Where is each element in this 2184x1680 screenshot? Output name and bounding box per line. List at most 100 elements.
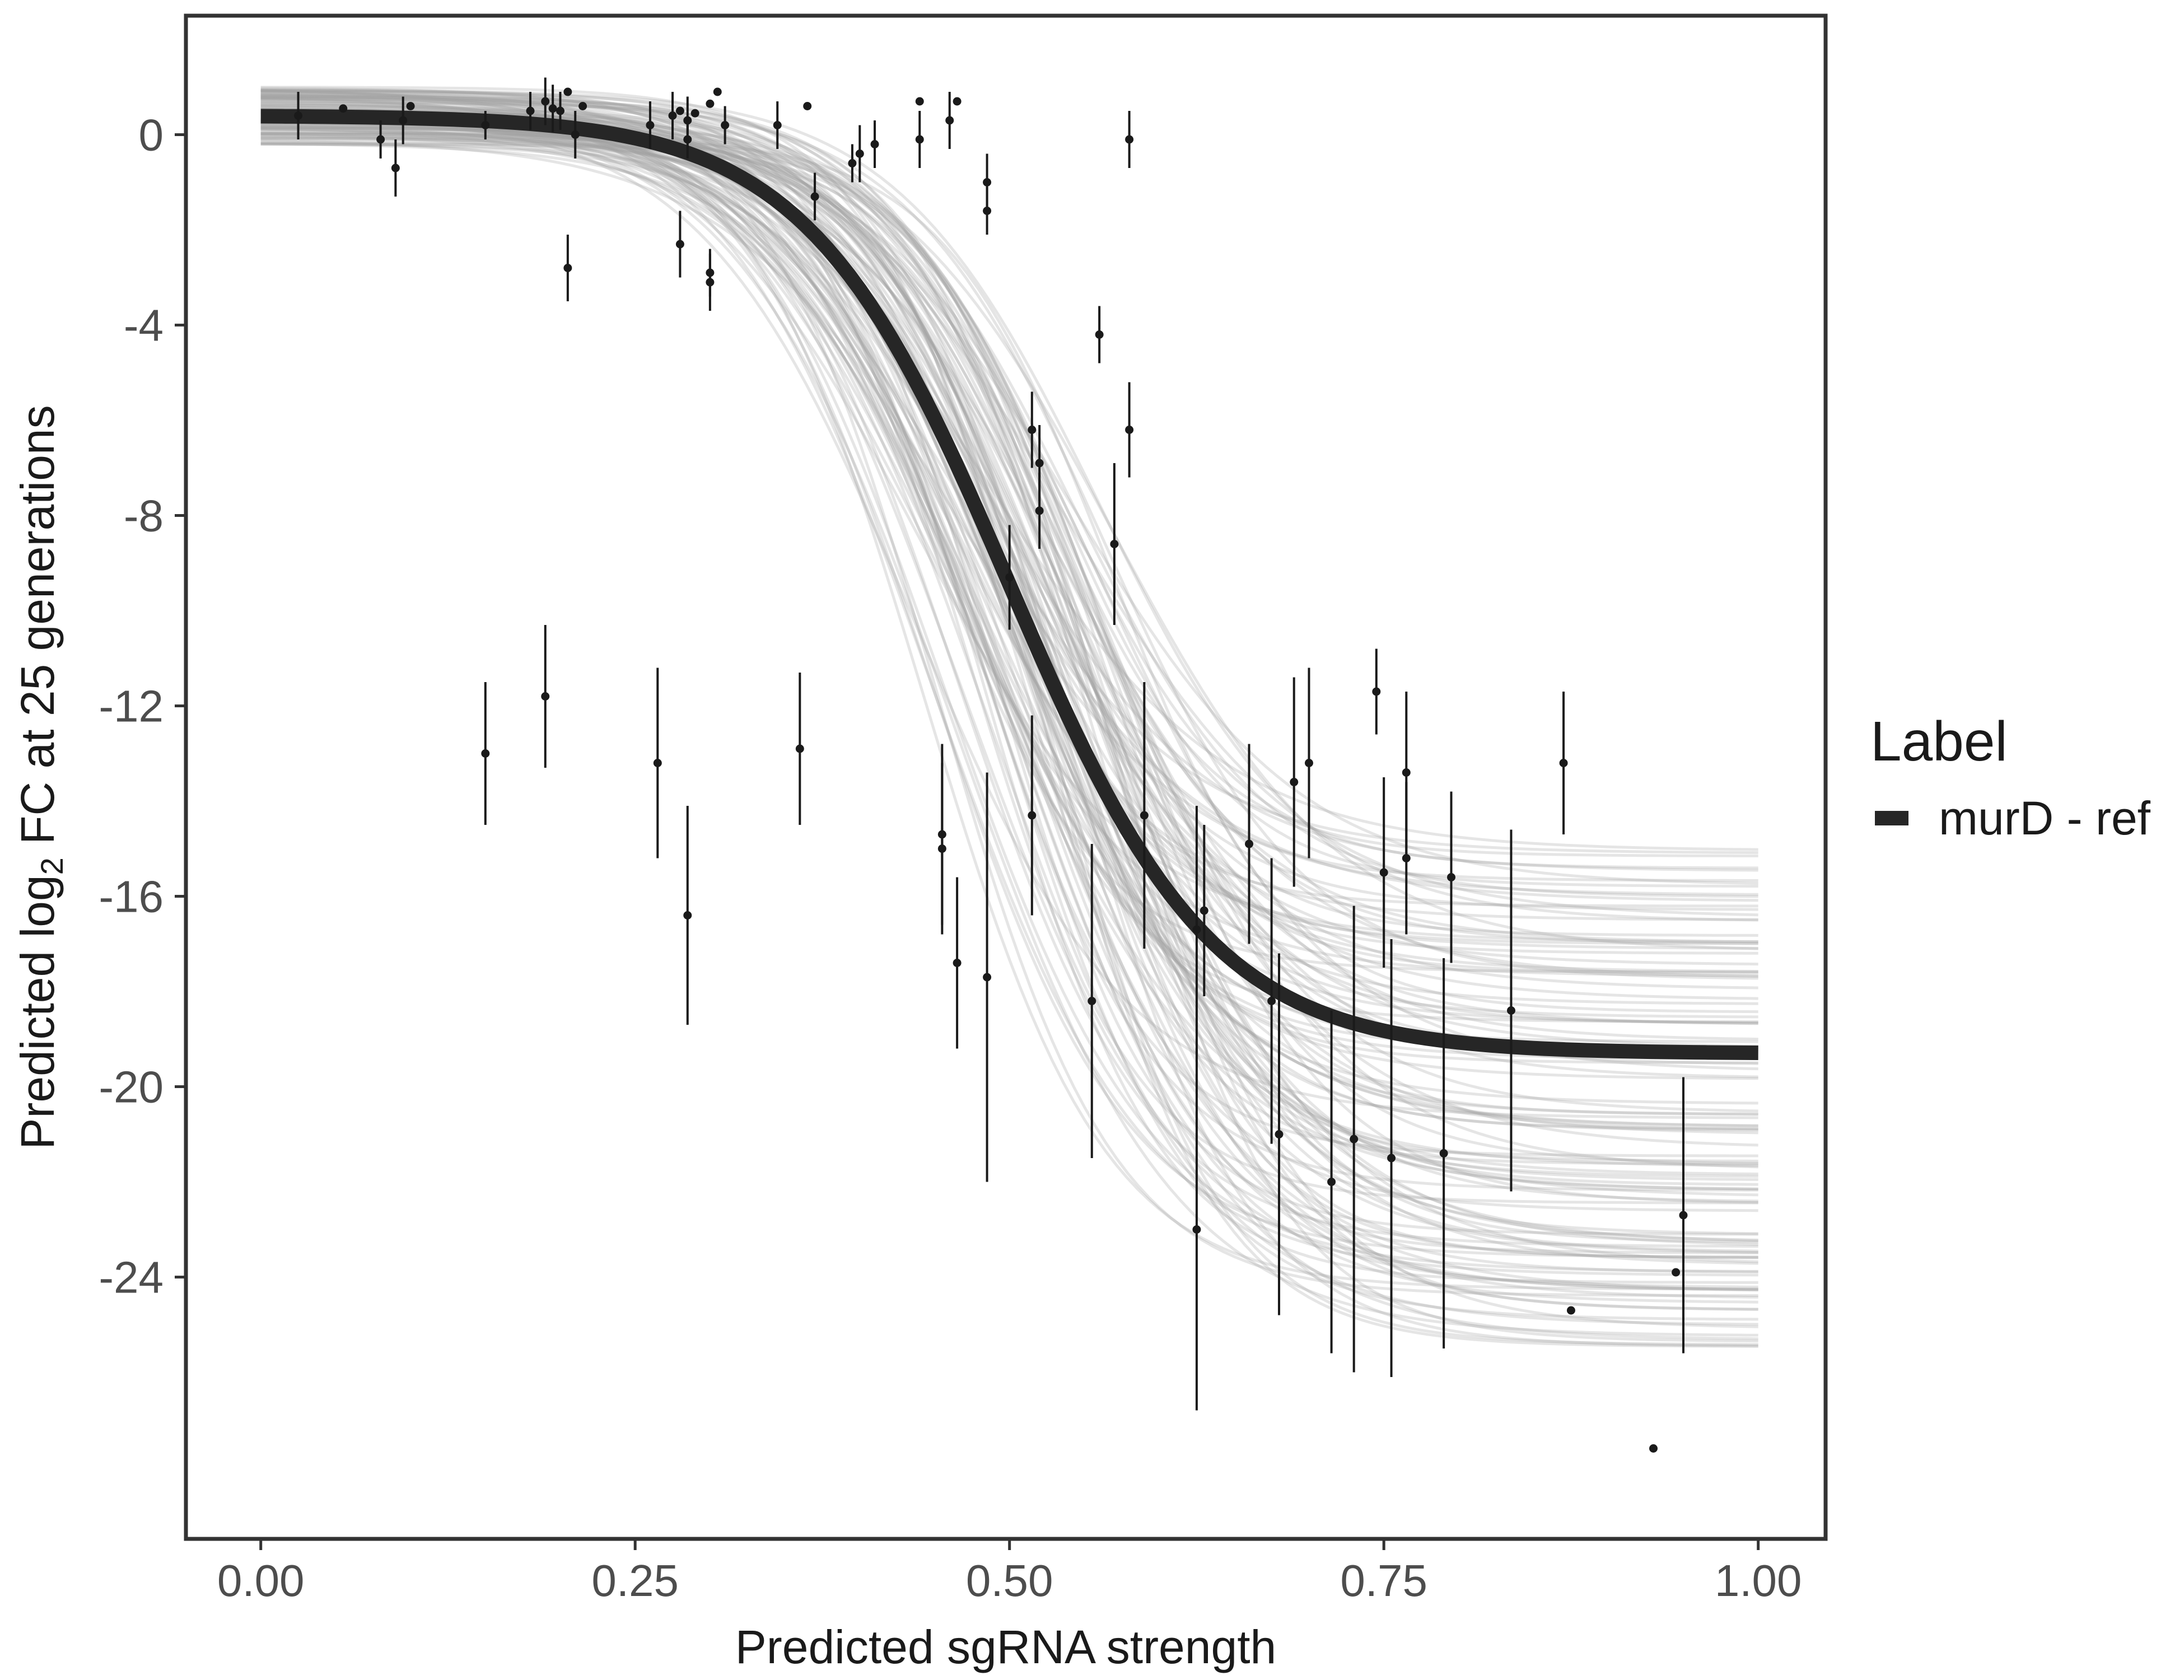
posterior-draw (260, 90, 1758, 1205)
x-axis-title: Predicted sgRNA strength (735, 1621, 1277, 1673)
posterior-draw (260, 127, 1758, 945)
posterior-draw (260, 88, 1758, 1191)
data-point (848, 159, 857, 167)
legend-title: Label (1870, 710, 2008, 773)
data-point (803, 102, 812, 110)
posterior-draw (260, 101, 1758, 857)
data-point (1110, 540, 1119, 548)
data-point (683, 135, 692, 144)
y-axis-title: Predicted log2 FC at 25 generations (11, 405, 69, 1149)
data-point (983, 973, 992, 982)
data-point (953, 959, 962, 967)
posterior-draw (260, 91, 1758, 1291)
posterior-draw (260, 89, 1758, 1289)
posterior-draw (260, 124, 1758, 1291)
posterior-draw (260, 88, 1758, 1113)
data-point (578, 102, 587, 110)
data-point (1095, 330, 1104, 339)
data-point (675, 240, 684, 249)
data-point (1304, 759, 1313, 767)
posterior-draw (260, 120, 1758, 1080)
data-point (406, 102, 415, 110)
data-point (391, 164, 400, 172)
data-point (915, 135, 924, 144)
y-tick-label: -24 (99, 1253, 164, 1303)
posterior-draw (260, 89, 1758, 1236)
data-point (1439, 1149, 1448, 1158)
data-point (339, 104, 348, 113)
posterior-draw (260, 90, 1758, 1186)
data-point (563, 264, 572, 272)
data-point (937, 844, 946, 853)
data-point (541, 692, 550, 701)
data-point (983, 207, 992, 215)
posterior-draw (260, 107, 1758, 1204)
posterior-draw (260, 122, 1758, 851)
posterior-draw (260, 132, 1758, 978)
posterior-draw (260, 125, 1758, 1135)
data-point (915, 97, 924, 106)
data-point (810, 192, 819, 201)
data-point (706, 278, 715, 287)
posterior-draw (260, 141, 1758, 1311)
data-point (571, 130, 580, 139)
data-point (481, 121, 490, 129)
data-point (1672, 1268, 1681, 1277)
y-axis-title-pre: Predicted log (11, 875, 64, 1149)
data-point (983, 178, 992, 186)
data-point (646, 121, 655, 129)
data-points (294, 77, 1688, 1453)
data-point (1140, 811, 1149, 820)
data-point (1125, 135, 1134, 144)
data-point (399, 116, 408, 125)
data-point (1327, 1178, 1336, 1186)
data-point (1402, 768, 1411, 777)
posterior-draw (260, 129, 1758, 1147)
data-point (706, 99, 715, 108)
posterior-draw (260, 115, 1758, 1119)
data-point (1649, 1444, 1658, 1453)
posterior-draw (260, 88, 1758, 922)
data-point (953, 97, 962, 106)
posterior-draw (260, 93, 1758, 974)
posterior-draw (260, 132, 1758, 1244)
posterior-draw (260, 143, 1758, 1116)
legend-label: murD - ref (1939, 792, 2151, 844)
data-point (773, 121, 782, 129)
data-point (675, 106, 684, 115)
posterior-draw (260, 96, 1758, 1304)
posterior-draw (260, 94, 1758, 1292)
data-point (1028, 426, 1037, 434)
data-point (1028, 811, 1037, 820)
posterior-draw (260, 114, 1758, 1337)
data-point (1125, 426, 1134, 434)
x-tick-label: 0.25 (591, 1556, 679, 1606)
posterior-draw (260, 134, 1758, 1105)
posterior-draw (260, 125, 1758, 1265)
posterior-draw (260, 128, 1758, 950)
posterior-draw (260, 119, 1758, 1326)
data-point (1372, 687, 1381, 696)
data-point (1200, 906, 1208, 915)
data-point (683, 911, 692, 920)
posterior-draw (260, 108, 1758, 1284)
data-point (1192, 925, 1201, 934)
posterior-draw (260, 128, 1758, 885)
posterior-draw (260, 111, 1758, 943)
data-point (1447, 873, 1456, 881)
posterior-draw (260, 132, 1758, 1343)
data-point (1088, 997, 1096, 1005)
data-point (526, 106, 535, 115)
data-point (713, 87, 722, 96)
data-point (481, 749, 490, 758)
data-point (653, 759, 662, 767)
data-point (668, 111, 677, 120)
posterior-draw (260, 100, 1758, 980)
data-point (1379, 868, 1388, 877)
data-point (1035, 506, 1044, 515)
posterior-draw (260, 94, 1758, 944)
posterior-draw (260, 98, 1758, 1258)
posterior-draw (260, 142, 1758, 945)
posterior-draw (260, 111, 1758, 937)
